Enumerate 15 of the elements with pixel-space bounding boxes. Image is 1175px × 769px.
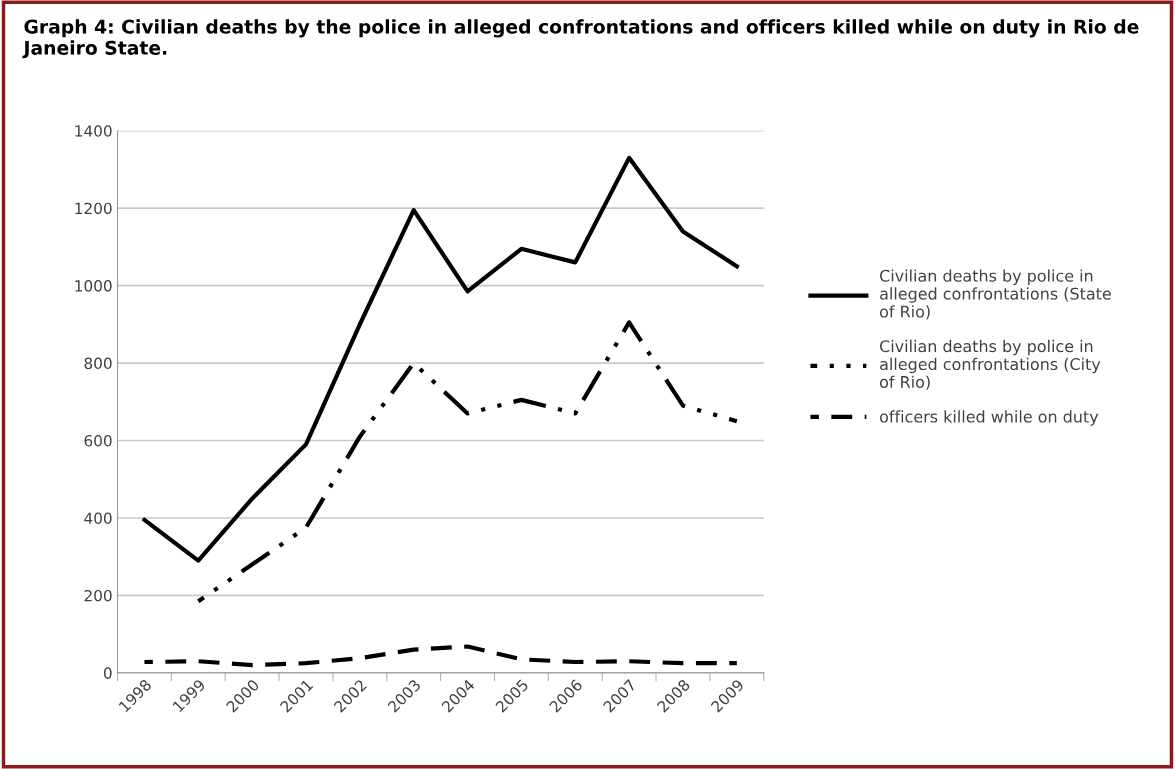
y-tick-label: 1000	[75, 280, 112, 292]
legend-label: Civilian deaths by police in alleged confrontations (City of Rio)	[880, 339, 1101, 390]
chart-title: Graph 4: Civilian deaths by the police in alleged confrontations and officers killed while on duty in Rio de Janeiro State.	[22, 19, 1139, 59]
line-series	[196, 320, 739, 604]
y-tick-label: 400	[84, 512, 112, 524]
legend-label: Civilian deaths by police in alleged confrontations (State of Rio)	[880, 269, 1111, 320]
y-tick-label: 0	[103, 667, 112, 679]
y-tick-label: 200	[84, 589, 112, 602]
y-tick-label: 800	[84, 357, 112, 370]
line-series	[142, 155, 739, 563]
y-tick-label: 1400	[75, 125, 112, 137]
line-series	[142, 644, 739, 668]
y-tick-label: 1200	[75, 202, 112, 215]
legend-label: officers killed while on duty	[880, 410, 1099, 426]
y-tick-label: 600	[84, 434, 112, 447]
